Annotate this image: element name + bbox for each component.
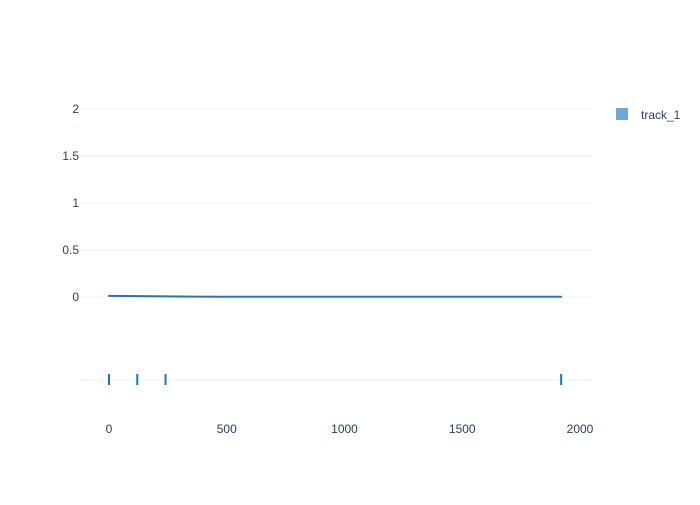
- x-tick-label: 1500: [449, 422, 476, 436]
- x-tick-label: 500: [217, 422, 237, 436]
- x-tick-label: 0: [106, 422, 113, 436]
- y-tick-label: 0: [72, 290, 79, 304]
- series-line-track-1: [108, 294, 563, 298]
- y-tick-label: 1: [72, 196, 79, 210]
- x-tick-label: 2000: [567, 422, 594, 436]
- y-tick-label: 0.5: [62, 243, 79, 257]
- grid-lines: [80, 108, 592, 298]
- legend-swatch-track-1[interactable]: [616, 108, 628, 120]
- y-axis: 0 0.5 1 1.5 2: [62, 102, 79, 304]
- legend[interactable]: track_1: [616, 108, 681, 122]
- x-tick-label: 1000: [331, 422, 358, 436]
- y-tick-label: 2: [72, 102, 79, 116]
- x-axis: 0 500 1000 1500 2000: [106, 422, 594, 436]
- rug-plot: [108, 374, 563, 385]
- legend-label-track-1[interactable]: track_1: [641, 108, 681, 122]
- series-layer: [108, 294, 563, 298]
- y-tick-label: 1.5: [62, 149, 79, 163]
